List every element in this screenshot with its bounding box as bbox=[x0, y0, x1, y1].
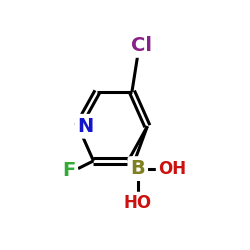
Text: Cl: Cl bbox=[131, 36, 152, 55]
Text: OH: OH bbox=[158, 160, 186, 178]
Text: F: F bbox=[62, 161, 75, 180]
Text: B: B bbox=[130, 159, 145, 178]
Text: N: N bbox=[78, 117, 94, 136]
Text: HO: HO bbox=[124, 194, 152, 212]
